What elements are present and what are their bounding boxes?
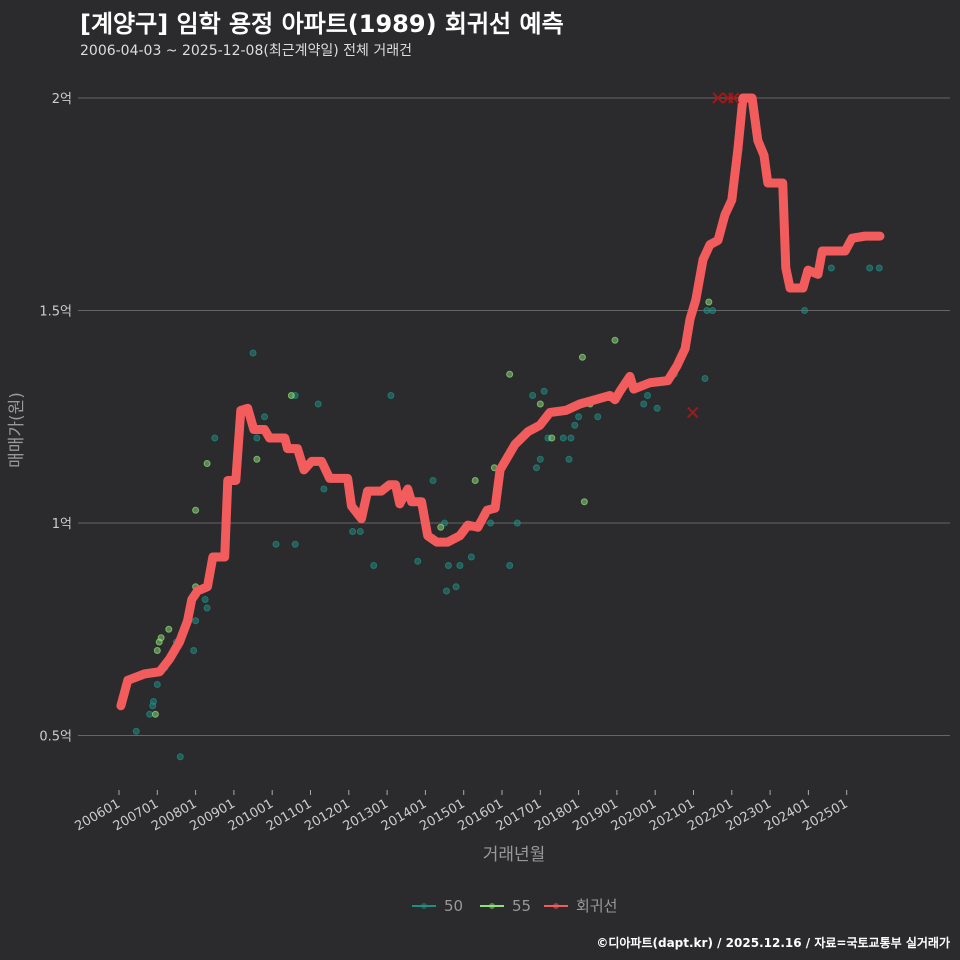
y-axis-label: 매매가(원) — [7, 392, 27, 468]
legend-label: 회귀선 — [576, 897, 617, 915]
caption: ©디아파트(dapt.kr) / 2025.12.16 / 자료=국토교통부 실… — [596, 936, 950, 950]
scatter-point-55 — [151, 710, 159, 718]
scatter-point-55 — [253, 455, 261, 463]
scatter-point-50 — [429, 477, 437, 484]
scatter-point-55 — [548, 434, 556, 442]
scatter-point-50 — [565, 455, 573, 463]
scatter-point-50 — [146, 710, 154, 718]
scatter-point-50 — [314, 400, 322, 408]
regression-line — [116, 93, 885, 711]
scatter-point-55 — [578, 353, 586, 361]
scatter-point-50 — [176, 753, 184, 761]
scatter-point-50 — [320, 485, 328, 493]
scatter-point-55 — [203, 460, 211, 467]
scatter-point-55 — [437, 523, 445, 531]
scatter-point-55 — [506, 370, 514, 378]
scatter-point-55 — [192, 506, 200, 514]
scatter-point-50 — [272, 540, 280, 548]
scatter-point-50 — [291, 540, 299, 548]
scatter-point-50 — [452, 583, 460, 591]
scatter-point-50 — [253, 434, 261, 442]
scatter-point-50 — [261, 413, 269, 421]
outlier-x-icon — [728, 92, 740, 104]
scatter-point-50 — [211, 434, 219, 442]
scatter-point-50 — [153, 681, 161, 688]
scatter-point-50 — [149, 698, 157, 705]
scatter-point-50 — [349, 528, 357, 535]
outlier-x-marker — [728, 92, 740, 104]
scatter-point-50 — [827, 264, 835, 272]
scatter-point-50 — [467, 553, 475, 561]
legend-dot-1 — [489, 903, 495, 909]
scatter-point-50 — [653, 404, 661, 412]
scatter-point-50 — [644, 392, 652, 399]
scatter-point-50 — [536, 455, 544, 463]
outlier-x-icon — [687, 406, 699, 419]
scatter-point-55 — [705, 298, 713, 306]
scatter-point-50 — [532, 464, 540, 472]
scatter-point-55 — [580, 498, 588, 506]
scatter-point-50 — [387, 392, 395, 399]
scatter-point-50 — [701, 375, 709, 382]
scatter-point-50 — [441, 519, 449, 527]
scatter-point-50 — [866, 264, 874, 272]
scatter-point-50 — [414, 557, 422, 565]
legend-dot-2 — [553, 903, 559, 909]
scatter-point-50 — [709, 307, 717, 314]
scatter-point-55 — [536, 400, 544, 408]
outlier-x-icon — [712, 92, 724, 104]
scatter-point-55 — [471, 477, 479, 484]
scatter-point-50 — [529, 392, 537, 399]
outlier-x-marker — [687, 406, 699, 419]
y-tick-label: 2억 — [52, 92, 72, 107]
legend-dot-0 — [421, 903, 427, 909]
outlier-x-marker — [712, 92, 724, 104]
y-tick-label: 0.5억 — [39, 730, 72, 745]
scatter-point-55 — [165, 625, 173, 633]
scatter-point-50 — [192, 617, 200, 625]
scatter-point-55 — [611, 336, 619, 344]
scatter-point-50 — [203, 604, 211, 612]
scatter-point-50 — [571, 421, 579, 429]
scatter-point-50 — [190, 647, 198, 654]
scatter-point-50 — [875, 264, 883, 272]
scatter-point-50 — [559, 434, 567, 442]
scatter-point-50 — [801, 307, 809, 314]
legend-label: 55 — [512, 897, 531, 915]
scatter-point-55 — [287, 392, 295, 399]
scatter-point-50 — [506, 562, 514, 569]
scatter-point-50 — [575, 413, 583, 421]
scatter-point-50 — [370, 562, 378, 569]
scatter-point-55 — [153, 647, 161, 654]
scatter-point-50 — [594, 413, 602, 421]
scatter-point-55 — [157, 634, 165, 642]
chart-subtitle: 2006-04-03 ~ 2025-12-08(최근계약일) 전체 거래건 — [80, 43, 412, 59]
scatter-point-50 — [540, 387, 548, 395]
scatter-point-50 — [513, 519, 521, 527]
scatter-point-50 — [444, 562, 452, 569]
scatter-point-50 — [640, 400, 648, 408]
scatter-point-50 — [456, 562, 464, 569]
scatter-point-50 — [356, 528, 364, 535]
legend-label: 50 — [444, 897, 463, 915]
y-tick-label: 1.5억 — [39, 305, 72, 320]
x-axis-label: 거래년월 — [483, 845, 546, 865]
scatter-point-50 — [567, 434, 575, 442]
scatter-point-50 — [442, 587, 450, 595]
scatter-point-50 — [201, 596, 209, 603]
scatter-point-50 — [487, 519, 495, 527]
scatter-point-50 — [703, 307, 711, 314]
scatter-point-50 — [132, 727, 140, 735]
scatter-point-50 — [249, 349, 257, 357]
chart-title: [계양구] 임학 용정 아파트(1989) 회귀선 예측 — [80, 10, 564, 38]
y-tick-label: 1억 — [52, 517, 72, 532]
